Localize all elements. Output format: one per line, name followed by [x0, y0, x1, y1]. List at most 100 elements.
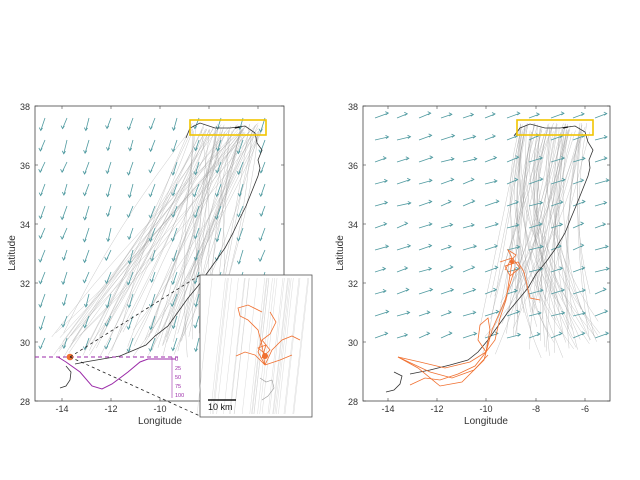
wind-vector: [63, 139, 68, 154]
wind-vector: [106, 293, 112, 308]
wind-vector: [440, 311, 452, 317]
wind-vector: [462, 200, 475, 207]
wind-vector: [572, 201, 586, 207]
wind-vector-head: [428, 222, 433, 227]
wind-vector: [594, 202, 607, 207]
wind-vector: [260, 205, 266, 217]
wind-vector-head: [602, 222, 607, 227]
wind-vector: [550, 289, 565, 295]
wind-vector-head: [406, 177, 411, 182]
wind-vector-head: [561, 310, 566, 315]
wind-vector-head: [171, 171, 176, 176]
left-y-tick-38: 38: [20, 102, 30, 112]
right-map-panel: 38 36 34 32 30 28 -14 -12 -10 -8 -6 Long…: [335, 102, 611, 427]
wind-vector-head: [193, 147, 198, 152]
wind-vector: [151, 249, 156, 262]
wind-vector: [238, 161, 244, 175]
wind-vector: [40, 117, 46, 131]
wind-vector: [462, 114, 474, 119]
drift-track: [557, 132, 573, 301]
wind-vector-head: [61, 256, 66, 261]
wind-vector-head: [515, 200, 520, 205]
wind-vector: [127, 271, 134, 285]
wind-vector-head: [605, 331, 610, 336]
wind-vector: [572, 332, 585, 339]
wind-vector-head: [448, 112, 453, 117]
inset-drift-line: [278, 277, 294, 415]
wind-vector-head: [148, 169, 153, 174]
drift-track: [72, 122, 259, 342]
wind-vector: [84, 183, 90, 196]
wind-vector-head: [193, 324, 198, 329]
wind-vector-head: [171, 257, 176, 262]
wind-vector-head: [105, 304, 110, 309]
wind-vector-head: [472, 134, 477, 139]
wind-vector: [418, 223, 433, 229]
wind-vector: [484, 135, 496, 141]
drift-track: [159, 124, 259, 334]
wind-vector-head: [560, 111, 565, 116]
wind-vector: [216, 227, 222, 242]
wind-vector-head: [38, 169, 43, 173]
wind-vector-head: [60, 125, 65, 130]
right-y-tick-34: 34: [348, 220, 358, 230]
wind-vector: [171, 293, 178, 307]
drift-track: [58, 128, 208, 352]
drift-track: [532, 131, 581, 314]
wind-vector-head: [581, 288, 586, 293]
wind-vector: [528, 223, 543, 229]
wind-vector-head: [561, 288, 565, 293]
wind-vector-head: [581, 265, 586, 270]
wind-vector: [396, 267, 408, 273]
drift-track: [512, 123, 550, 337]
wind-vector: [106, 271, 112, 284]
wind-vector: [572, 113, 585, 119]
wind-vector-head: [61, 302, 66, 307]
wind-vector-head: [605, 266, 610, 271]
wind-vector-head: [516, 309, 521, 314]
left-x-tick-m10: -10: [153, 404, 166, 414]
wind-vector-head: [539, 156, 544, 161]
wind-vector-head: [581, 199, 586, 204]
wind-vector: [550, 135, 563, 141]
drift-track: [154, 128, 217, 337]
wind-vector-head: [473, 244, 478, 249]
wind-vector: [462, 245, 477, 251]
wind-vector: [418, 245, 432, 251]
wind-vector: [107, 139, 112, 151]
wind-vector-head: [148, 326, 153, 331]
wind-vector: [572, 312, 586, 317]
wind-vector: [418, 156, 433, 163]
wind-vector: [528, 333, 541, 339]
wind-vector: [39, 271, 46, 284]
right-y-tick-36: 36: [348, 161, 358, 171]
inset-drift-line: [210, 277, 226, 415]
inset-drift-line: [249, 277, 266, 415]
wind-vector-head: [105, 125, 110, 130]
drift-track: [96, 123, 205, 349]
wind-vector-head: [193, 348, 198, 353]
left-y-tick-28: 28: [20, 397, 30, 407]
wind-vector-head: [514, 288, 518, 293]
wind-vector-head: [258, 128, 263, 133]
wind-vector-head: [449, 222, 454, 227]
wind-vector: [194, 161, 200, 175]
drift-track: [179, 130, 259, 343]
wind-vector-head: [539, 200, 544, 205]
drift-track: [79, 131, 243, 337]
wind-vector-head: [385, 111, 390, 116]
wind-vector: [194, 205, 200, 218]
right-bird-tracks: [397, 248, 541, 387]
wind-vector-head: [82, 216, 87, 221]
wind-vector: [150, 117, 156, 130]
wind-vector: [374, 311, 389, 317]
right-x-tick-m6: -6: [581, 404, 589, 414]
wind-vector: [594, 332, 609, 339]
left-y-tick-32: 32: [20, 279, 30, 289]
wind-vector-head: [382, 266, 387, 271]
wind-vector-head: [470, 223, 475, 228]
wind-vector: [40, 183, 46, 196]
wind-vector-head: [38, 303, 43, 308]
wind-vector-head: [148, 125, 153, 130]
wind-vector-head: [148, 148, 153, 153]
